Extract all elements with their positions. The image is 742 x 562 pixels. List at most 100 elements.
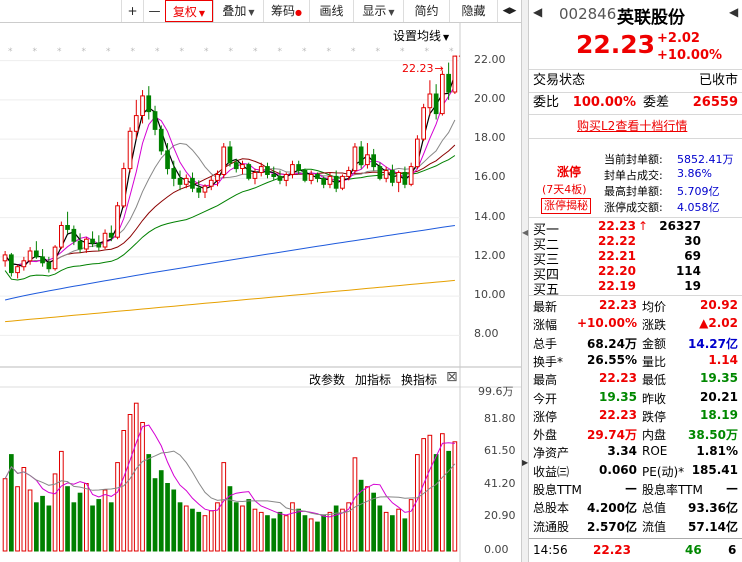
volume-bar bbox=[265, 515, 270, 552]
overlay-label: 叠加 bbox=[222, 4, 247, 18]
volume-bar bbox=[146, 454, 152, 552]
candle-body bbox=[327, 175, 333, 185]
volume-bar bbox=[390, 515, 395, 552]
candle-body bbox=[390, 170, 395, 183]
kline-chart-panel[interactable]: * * * * * * * * * * * * * * * * * * * 设置均线 ▼ 22.23→ 22.00 20… bbox=[0, 23, 521, 562]
switch-indicator-button[interactable]: 换指标 bbox=[401, 371, 437, 388]
zoom-in-button[interactable]: + bbox=[121, 0, 143, 22]
volume-bar bbox=[333, 505, 339, 552]
candle-body bbox=[346, 170, 351, 177]
volume-bar bbox=[90, 505, 95, 552]
l2-upgrade-link[interactable]: 购买L2查看十档行情 bbox=[577, 119, 688, 133]
limit-reveal-button[interactable]: 涨停揭秘 bbox=[541, 198, 591, 214]
volume-bar bbox=[40, 495, 45, 552]
close-icon[interactable]: ⊠ bbox=[446, 369, 458, 385]
buy-level-volume: 19 bbox=[684, 279, 701, 293]
overlay-dropdown[interactable]: 叠加 ▼ bbox=[213, 0, 263, 22]
menu-icon[interactable]: ◀ bbox=[729, 5, 738, 19]
buy-level-label: 买五 bbox=[533, 283, 560, 298]
volume-average-lines bbox=[4, 424, 456, 518]
candle-body bbox=[277, 175, 283, 181]
chevron-right-icon[interactable]: ▶ bbox=[522, 458, 529, 467]
candle-body bbox=[96, 242, 102, 248]
volume-bar bbox=[171, 489, 177, 552]
candle-body bbox=[258, 166, 264, 174]
candle-body bbox=[265, 166, 270, 176]
buy-level-volume: 69 bbox=[684, 249, 701, 263]
stat-label: 跌停 bbox=[642, 409, 667, 424]
quote-panel: ◀ 002846 英联股份 ◀ 22.23 +2.02 +10.00% 交易状态… bbox=[529, 0, 742, 562]
buy-level-row[interactable]: 买一 22.23 ↑ 26327 bbox=[529, 219, 742, 238]
limit-detail-label: 涨停成交额: bbox=[604, 201, 663, 214]
grid-mark: * bbox=[33, 47, 38, 57]
buy-level-price: 22.20 bbox=[598, 264, 636, 278]
candle-body bbox=[171, 168, 177, 179]
hide-button[interactable]: 隐藏 bbox=[449, 0, 497, 22]
divider bbox=[529, 217, 742, 218]
divider bbox=[529, 138, 742, 139]
stat-value: 1.14 bbox=[708, 352, 738, 367]
volume-bar bbox=[246, 499, 252, 552]
grid-mark: * bbox=[106, 47, 111, 57]
last-price-tag: 22.23→ bbox=[402, 62, 444, 75]
chips-button[interactable]: 筹码● bbox=[263, 0, 309, 22]
grid-mark: * bbox=[229, 47, 234, 57]
candle-body bbox=[396, 172, 401, 183]
stat-label: 最新 bbox=[533, 300, 558, 314]
panel-splitter[interactable]: ◀ ▶ bbox=[521, 0, 529, 562]
ma-setting-button[interactable]: 设置均线 ▼ bbox=[393, 27, 449, 44]
buy-level-row[interactable]: 买四 22.20 114 bbox=[529, 264, 742, 283]
candle-body bbox=[71, 228, 77, 242]
candle-body bbox=[77, 240, 83, 250]
limit-detail-label: 当前封单额: bbox=[604, 153, 663, 166]
volume-ma10-line bbox=[4, 450, 456, 516]
stat-value: ▲2.02 bbox=[699, 316, 738, 331]
candle-body bbox=[152, 111, 158, 130]
simple-button[interactable]: 简约 bbox=[403, 0, 449, 22]
tick-count: 6 bbox=[728, 543, 737, 557]
grid-mark: * bbox=[57, 47, 62, 57]
limit-detail-value: 4.058亿 bbox=[677, 201, 720, 214]
buy-level-row[interactable]: 买五 22.19 19 bbox=[529, 279, 742, 298]
volume-bar bbox=[52, 473, 58, 552]
draw-line-button[interactable]: 画线 bbox=[309, 0, 353, 22]
volume-bar bbox=[34, 502, 39, 552]
prev-stock-icon[interactable]: ◀ bbox=[533, 5, 542, 19]
grid-mark: * bbox=[253, 47, 258, 57]
candle-body bbox=[65, 225, 70, 230]
fuquan-dropdown[interactable]: 复权 ▼ bbox=[165, 0, 213, 22]
divider bbox=[529, 69, 742, 70]
edit-params-button[interactable]: 改参数 bbox=[309, 371, 345, 388]
candle-body bbox=[240, 164, 245, 170]
buy-level-row[interactable]: 买二 22.22 30 bbox=[529, 234, 742, 253]
stat-value: 0.060 bbox=[599, 462, 637, 477]
chevron-down-icon: ▼ bbox=[248, 8, 255, 17]
kline-chart[interactable]: * * * * * * * * * * * * * * * * * * * bbox=[0, 23, 521, 562]
buy-level-row[interactable]: 买三 22.21 69 bbox=[529, 249, 742, 268]
ma120-line bbox=[4, 225, 455, 301]
limit-detail-label: 最高封单额: bbox=[604, 185, 663, 198]
volume-bar bbox=[340, 508, 345, 552]
divider bbox=[529, 114, 742, 115]
stat-value: 19.35 bbox=[599, 389, 637, 404]
volume-axis-label: 81.80 bbox=[484, 411, 516, 425]
add-indicator-button[interactable]: 加指标 bbox=[355, 371, 391, 388]
buy-level-label: 买四 bbox=[533, 268, 560, 283]
candle-body bbox=[221, 146, 227, 175]
candle-body bbox=[377, 166, 383, 179]
display-dropdown[interactable]: 显示 ▼ bbox=[353, 0, 403, 22]
candle-body bbox=[321, 177, 326, 185]
candle-body bbox=[102, 232, 108, 248]
hide-label: 隐藏 bbox=[461, 4, 486, 18]
grid-mark: * bbox=[8, 47, 13, 57]
zoom-out-button[interactable]: — bbox=[143, 0, 165, 22]
limit-streak: (7天4板) bbox=[542, 183, 587, 196]
candle-body bbox=[296, 164, 301, 172]
volume-bar bbox=[277, 511, 283, 552]
stat-label: ROE bbox=[642, 444, 668, 459]
candle-body bbox=[408, 166, 414, 185]
nav-arrows-icon[interactable]: ◀▶ bbox=[497, 0, 521, 22]
stat-label: 流值 bbox=[642, 519, 667, 534]
volume-bar bbox=[46, 505, 52, 552]
volume-bar bbox=[102, 489, 108, 552]
